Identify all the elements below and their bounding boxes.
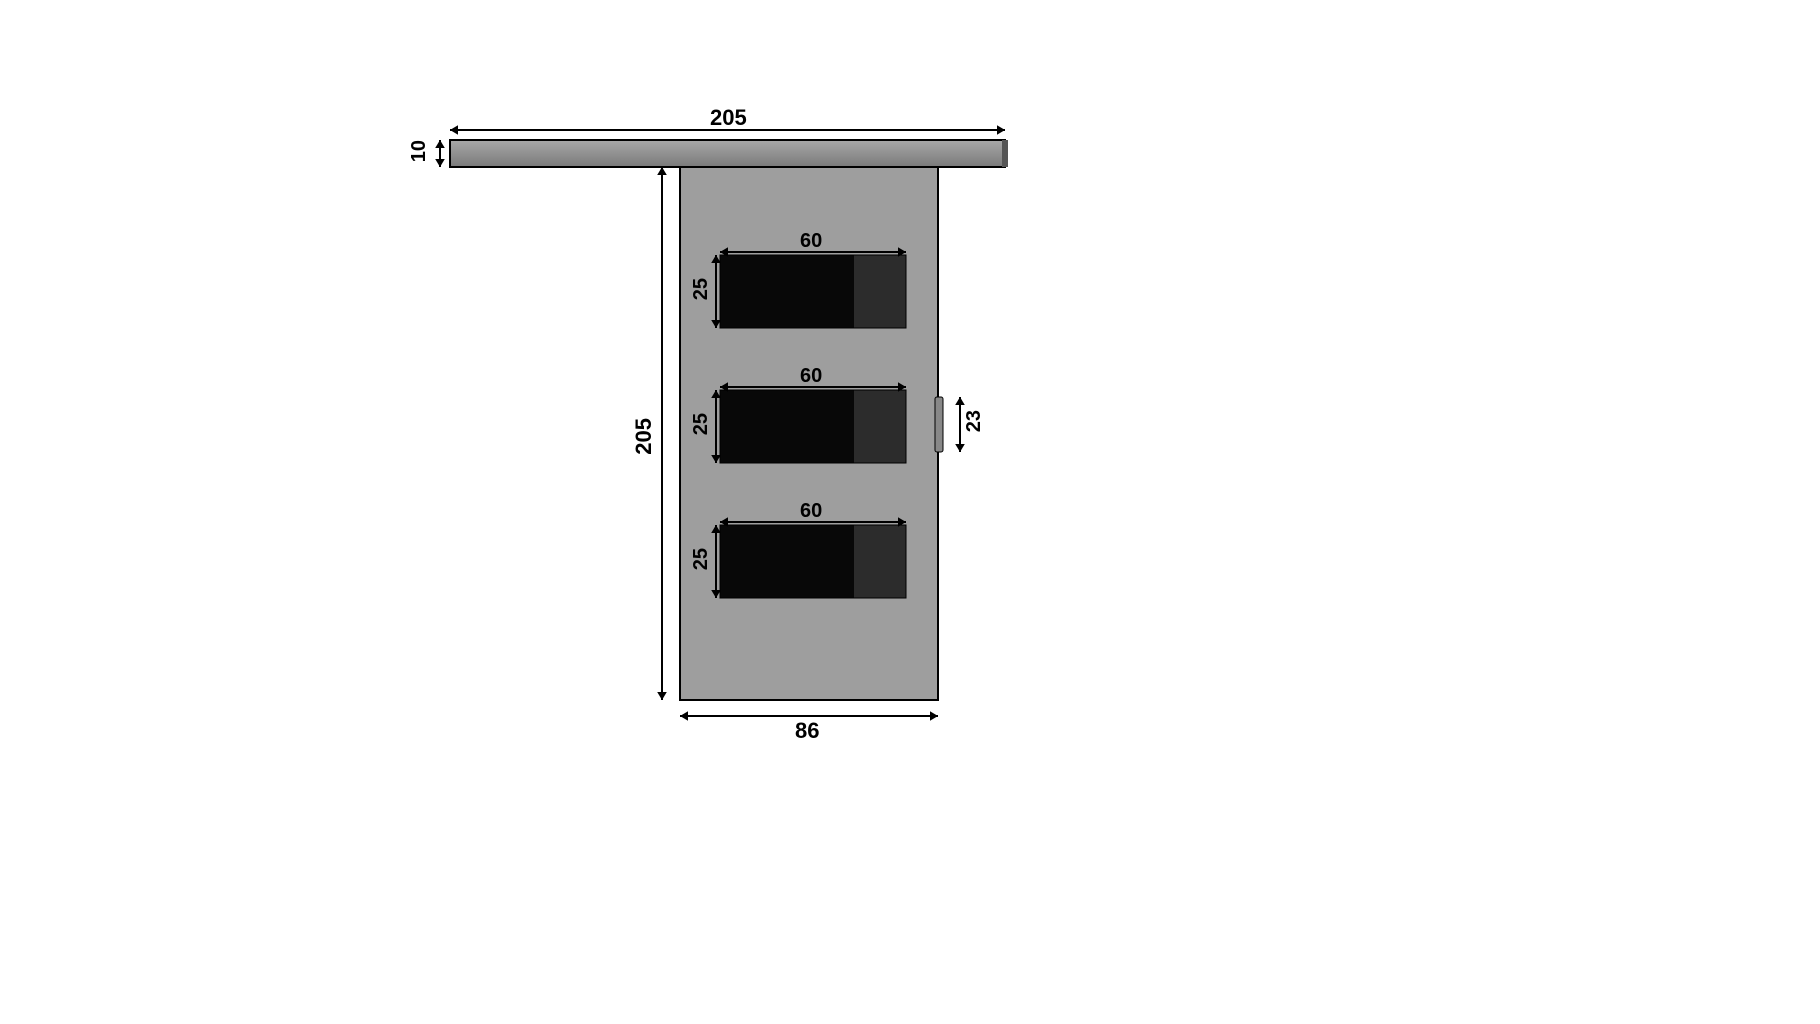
dim-handle-height: 23 xyxy=(963,410,986,432)
door-diagram xyxy=(0,0,1820,1024)
dim-glass3-h: 25 xyxy=(690,548,713,570)
dim-glass2-w: 60 xyxy=(800,365,822,388)
dim-glass2-h: 25 xyxy=(690,413,713,435)
dim-glass1-h: 25 xyxy=(690,278,713,300)
dim-glass1-w: 60 xyxy=(800,230,822,253)
dim-rail-height: 10 xyxy=(408,140,431,162)
dim-glass3-w: 60 xyxy=(800,500,822,523)
dim-rail-width: 205 xyxy=(710,105,747,131)
dim-door-width: 86 xyxy=(795,718,819,744)
dim-door-height: 205 xyxy=(631,418,657,455)
